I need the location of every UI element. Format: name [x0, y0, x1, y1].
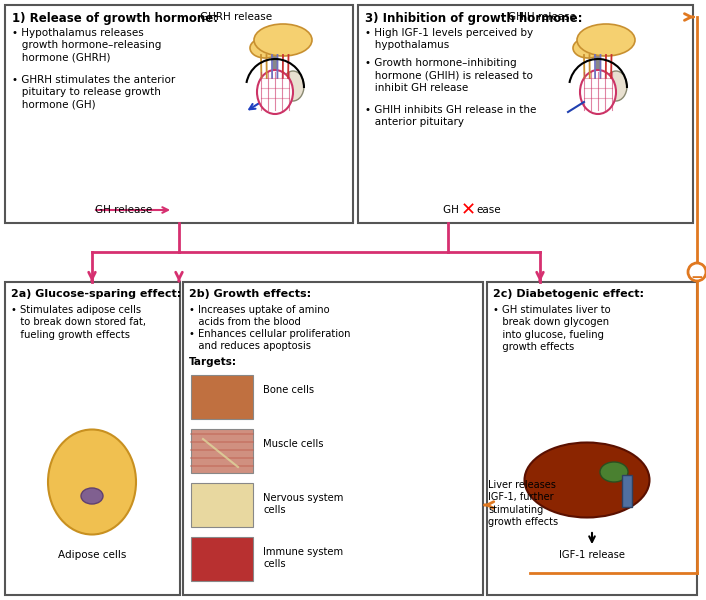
- Text: • GHRH stimulates the anterior
   pituitary to release growth
   hormone (GH): • GHRH stimulates the anterior pituitary…: [12, 75, 175, 110]
- Bar: [487, 282, 697, 595]
- Ellipse shape: [573, 38, 603, 58]
- Text: • GHIH inhibits GH release in the
   anterior pituitary: • GHIH inhibits GH release in the anteri…: [365, 105, 537, 127]
- Text: Targets:: Targets:: [189, 357, 237, 367]
- Text: ease: ease: [476, 205, 501, 215]
- Ellipse shape: [257, 70, 293, 114]
- Circle shape: [688, 263, 706, 281]
- Text: • GH stimulates liver to
   break down glycogen
   into glucose, fueling
   grow: • GH stimulates liver to break down glyc…: [493, 305, 611, 352]
- Text: Immune system
cells: Immune system cells: [263, 547, 343, 569]
- Ellipse shape: [81, 488, 103, 504]
- Text: 2a) Glucose-sparing effect:: 2a) Glucose-sparing effect:: [11, 289, 181, 299]
- Text: • Increases uptake of amino
   acids from the blood: • Increases uptake of amino acids from t…: [189, 305, 330, 328]
- Text: GH release: GH release: [95, 205, 152, 215]
- Bar: [191, 375, 253, 419]
- Ellipse shape: [48, 430, 136, 535]
- Ellipse shape: [525, 443, 650, 517]
- Text: • Enhances cellular proliferation
   and reduces apoptosis: • Enhances cellular proliferation and re…: [189, 329, 350, 352]
- Bar: [358, 5, 693, 223]
- Text: 2b) Growth effects:: 2b) Growth effects:: [189, 289, 311, 299]
- Ellipse shape: [605, 71, 627, 101]
- Text: GH: GH: [443, 205, 462, 215]
- Ellipse shape: [580, 70, 616, 114]
- Bar: [183, 282, 483, 595]
- Text: GHIH release: GHIH release: [508, 12, 576, 22]
- Text: • Growth hormone–inhibiting
   hormone (GHIH) is released to
   inhibit GH relea: • Growth hormone–inhibiting hormone (GHI…: [365, 58, 533, 93]
- Text: Liver releases
IGF-1, further
stimulating
growth effects: Liver releases IGF-1, further stimulatin…: [488, 480, 558, 527]
- Bar: [5, 5, 353, 223]
- Text: • Stimulates adipose cells
   to break down stored fat,
   fueling growth effect: • Stimulates adipose cells to break down…: [11, 305, 146, 340]
- Text: 1) Release of growth hormone:: 1) Release of growth hormone:: [12, 12, 218, 25]
- Bar: [191, 429, 253, 473]
- Text: Nervous system
cells: Nervous system cells: [263, 493, 343, 515]
- Text: 3) Inhibition of growth hormone:: 3) Inhibition of growth hormone:: [365, 12, 582, 25]
- Text: Muscle cells: Muscle cells: [263, 439, 323, 449]
- Text: ✕: ✕: [461, 201, 476, 219]
- Text: −: −: [690, 269, 703, 284]
- Bar: [5, 282, 180, 595]
- Ellipse shape: [282, 71, 304, 101]
- Text: IGF-1 release: IGF-1 release: [559, 550, 625, 560]
- Ellipse shape: [250, 38, 280, 58]
- Ellipse shape: [577, 24, 635, 56]
- Text: GHRH release: GHRH release: [200, 12, 272, 22]
- Text: • High IGF-1 levels perceived by
   hypothalamus: • High IGF-1 levels perceived by hypotha…: [365, 28, 533, 50]
- Text: Bone cells: Bone cells: [263, 385, 314, 395]
- Bar: [191, 483, 253, 527]
- Text: 2c) Diabetogenic effect:: 2c) Diabetogenic effect:: [493, 289, 644, 299]
- Bar: [622, 475, 632, 507]
- Ellipse shape: [254, 24, 312, 56]
- Bar: [191, 537, 253, 581]
- Text: • Hypothalamus releases
   growth hormone–releasing
   hormone (GHRH): • Hypothalamus releases growth hormone–r…: [12, 28, 162, 63]
- Ellipse shape: [600, 462, 628, 482]
- Text: Adipose cells: Adipose cells: [58, 550, 126, 560]
